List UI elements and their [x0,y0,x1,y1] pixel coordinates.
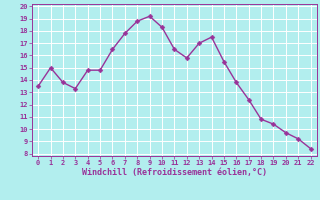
X-axis label: Windchill (Refroidissement éolien,°C): Windchill (Refroidissement éolien,°C) [82,168,267,177]
